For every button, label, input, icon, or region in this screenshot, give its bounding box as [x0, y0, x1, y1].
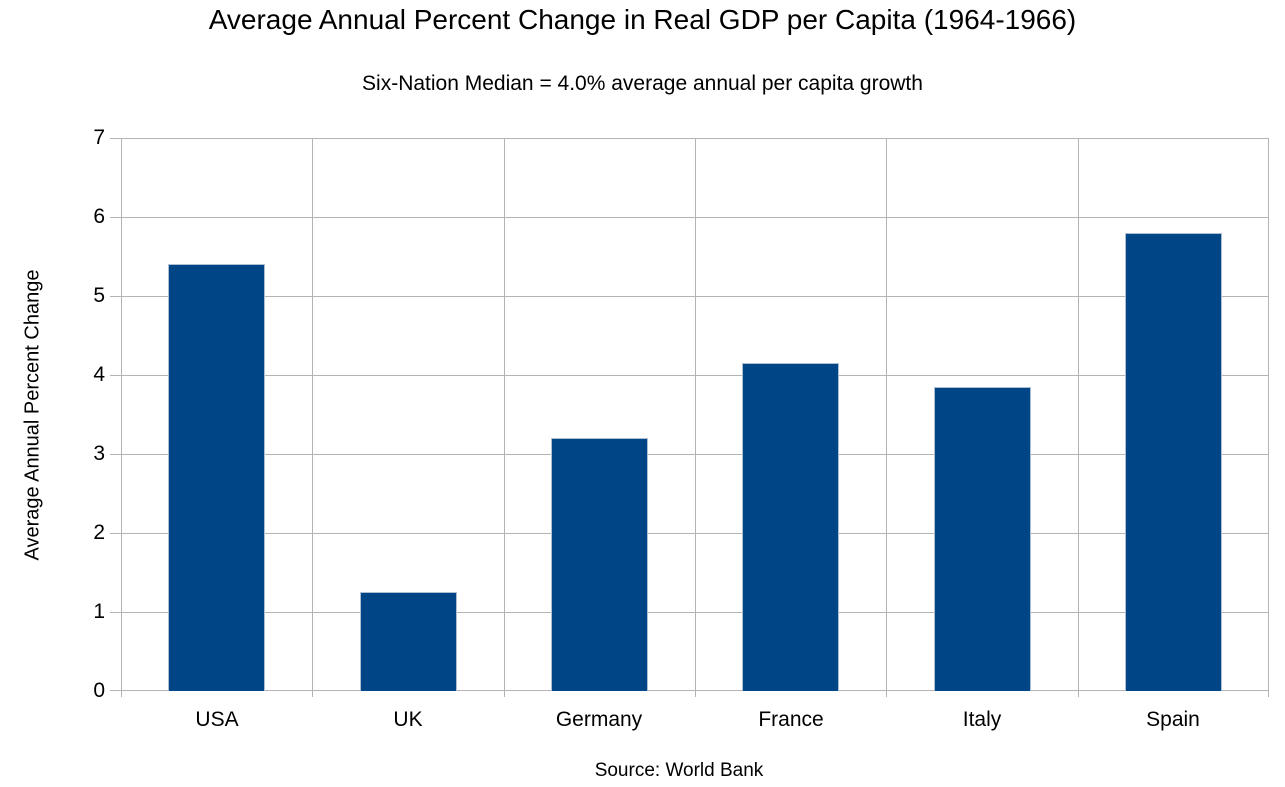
v-gridline-4	[886, 138, 887, 691]
v-gridline-2	[504, 138, 505, 691]
x-axis-tick-1	[312, 691, 313, 697]
y-axis-tick-label-4: 4	[93, 363, 105, 386]
y-axis-tick-7	[110, 138, 121, 139]
x-axis-label-uk: UK	[393, 708, 423, 731]
y-axis-tick-1	[110, 612, 121, 613]
x-axis-label-spain: Spain	[1146, 708, 1200, 731]
x-axis-label-france: France	[758, 708, 824, 731]
y-axis-tick-label-7: 7	[93, 126, 105, 149]
x-axis-tick-2	[504, 691, 505, 697]
v-gridline-6	[1268, 138, 1269, 691]
y-axis-tick-label-2: 2	[93, 521, 105, 544]
y-axis-tick-3	[110, 454, 121, 455]
y-axis-tick-2	[110, 533, 121, 534]
bar-usa	[168, 264, 265, 691]
y-axis-tick-6	[110, 217, 121, 218]
y-axis-tick-label-5: 5	[93, 284, 105, 307]
bar-spain	[1125, 233, 1222, 691]
v-gridline-5	[1078, 138, 1079, 691]
x-axis-tick-6	[1268, 691, 1269, 697]
y-axis-tick-0	[110, 690, 121, 691]
v-gridline-1	[312, 138, 313, 691]
y-axis-tick-label-6: 6	[93, 205, 105, 228]
y-axis-tick-4	[110, 375, 121, 376]
source-note: Source: World Bank	[594, 760, 764, 781]
chart-subtitle: Six-Nation Median = 4.0% average annual …	[362, 72, 923, 95]
x-axis-tick-5	[1078, 691, 1079, 697]
y-axis-tick-5	[110, 296, 121, 297]
y-axis-line	[121, 138, 122, 691]
x-axis-label-germany: Germany	[555, 708, 643, 731]
bar-uk	[360, 592, 457, 691]
bar-france	[742, 363, 839, 691]
y-axis-tick-label-1: 1	[93, 600, 105, 623]
x-axis-tick-4	[886, 691, 887, 697]
bar-italy	[934, 387, 1031, 691]
y-axis-title: Average Annual Percent Change	[21, 269, 44, 561]
x-axis-label-italy: Italy	[962, 708, 1002, 731]
x-axis-tick-0	[121, 691, 122, 697]
x-axis-label-usa: USA	[195, 708, 239, 731]
plot-area: 0 1 2 3 4 5 6 7 USA UK Germany France Italy Spain	[93, 126, 1269, 731]
y-axis-tick-label-0: 0	[93, 679, 105, 702]
chart-title: Average Annual Percent Change in Real GD…	[208, 4, 1077, 35]
v-gridline-3	[695, 138, 696, 691]
y-axis-tick-label-3: 3	[93, 442, 105, 465]
bar-germany	[551, 438, 648, 691]
x-axis-tick-3	[695, 691, 696, 697]
